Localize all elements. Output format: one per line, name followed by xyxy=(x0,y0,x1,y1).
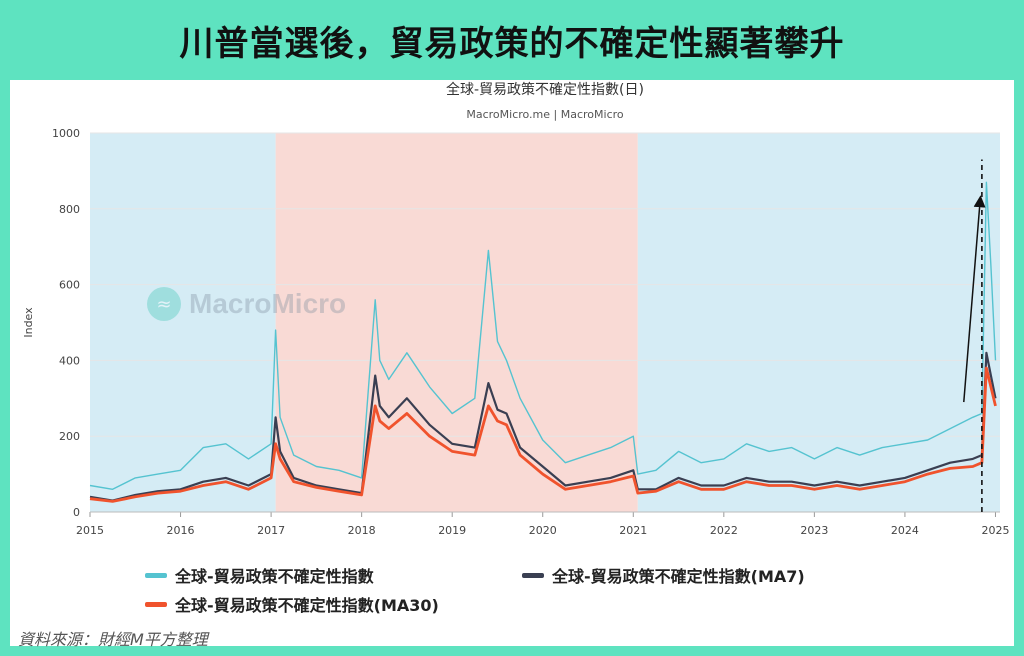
legend-item-ma7[interactable]: 全球-貿易政策不確定性指數(MA7) xyxy=(522,563,805,587)
x-tick-label-2025: 2025 xyxy=(981,524,1009,537)
x-tick-label-2021: 2021 xyxy=(619,524,647,537)
x-tick-label-2022: 2022 xyxy=(710,524,738,537)
legend-label-ma7: 全球-貿易政策不確定性指數(MA7) xyxy=(552,567,805,586)
shaded-period-1 xyxy=(275,133,638,512)
y-tick-label-1000: 1000 xyxy=(52,127,80,140)
shaded-period-0 xyxy=(90,133,276,512)
legend-swatch-ma7 xyxy=(522,572,544,578)
watermark-logo-icon: ≈ xyxy=(147,287,181,321)
watermark-text: MacroMicro xyxy=(189,288,347,319)
x-tick-label-2023: 2023 xyxy=(800,524,828,537)
series-line-ma30 xyxy=(89,366,997,503)
y-tick-label-0: 0 xyxy=(73,506,80,519)
source-note: 資料來源：財經M平方整理 xyxy=(18,630,208,649)
banner-title: 川普當選後，貿易政策的不確定性顯著攀升 xyxy=(179,23,845,64)
watermark: ≈ MacroMicro xyxy=(147,287,346,321)
series-line-ma7 xyxy=(89,351,997,502)
shaded-period-2 xyxy=(637,133,1000,512)
x-tick-label-2024: 2024 xyxy=(891,524,919,537)
legend-label-ma30: 全球-貿易政策不確定性指數(MA30) xyxy=(175,596,439,615)
y-tick-label-200: 200 xyxy=(59,430,80,443)
x-tick-label-2016: 2016 xyxy=(167,524,195,537)
chart-title: 全球-貿易政策不確定性指數(日) xyxy=(446,81,644,98)
chart-panel: 全球-貿易政策不確定性指數(日) MacroMicro.me | MacroMic… xyxy=(10,80,1014,646)
y-tick-label-400: 400 xyxy=(59,354,80,367)
chart-svg: 全球-貿易政策不確定性指數(日) MacroMicro.me | MacroMic… xyxy=(22,81,1009,537)
legend-item-daily[interactable]: 全球-貿易政策不確定性指數 xyxy=(145,563,374,587)
annotation-arrow xyxy=(963,195,986,403)
x-tick-label-2019: 2019 xyxy=(438,524,466,537)
series-line-daily xyxy=(89,181,997,490)
x-tick-label-2020: 2020 xyxy=(529,524,557,537)
y-tick-label-600: 600 xyxy=(59,279,80,292)
y-tick-label-800: 800 xyxy=(59,203,80,216)
x-tick-label-2017: 2017 xyxy=(257,524,285,537)
legend-swatch-ma30 xyxy=(145,601,167,607)
x-tick-label-2015: 2015 xyxy=(76,524,104,537)
y-axis-label: Index xyxy=(22,307,35,338)
legend-swatch-daily xyxy=(145,572,167,578)
x-tick-label-2018: 2018 xyxy=(348,524,376,537)
legend-item-ma30[interactable]: 全球-貿易政策不確定性指數(MA30) xyxy=(145,592,439,616)
chart-subtitle: MacroMicro.me | MacroMicro xyxy=(466,108,624,121)
legend-label-daily: 全球-貿易政策不確定性指數 xyxy=(175,567,374,586)
